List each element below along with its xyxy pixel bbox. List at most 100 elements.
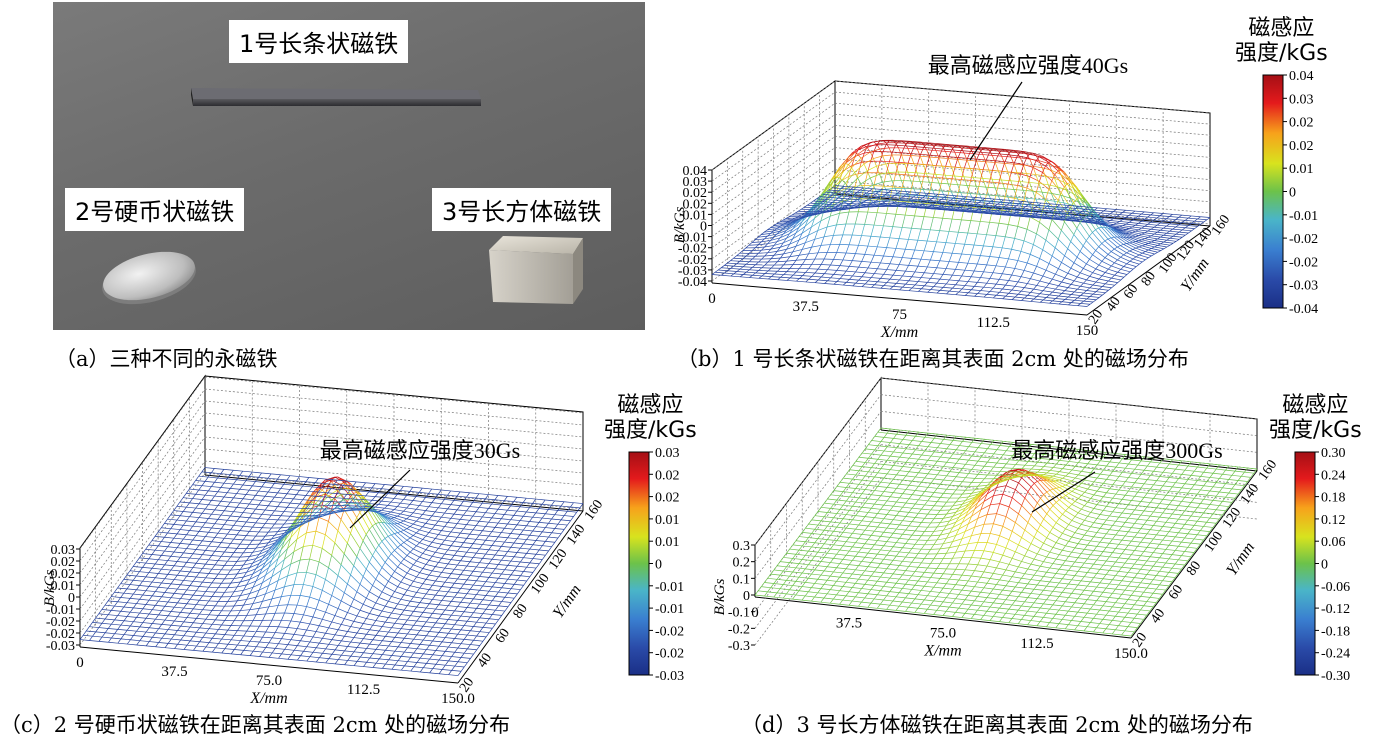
z-tick-c-0: 0.03 <box>51 543 76 558</box>
z-tick-b-6: -0.01 <box>678 231 707 246</box>
x-tick-d-3: 112.5 <box>1020 636 1053 652</box>
surface-mesh-c <box>79 467 584 676</box>
x-label-d: X/mm <box>923 643 961 660</box>
colorbar-tick-c-5: 0 <box>655 558 662 573</box>
z-tick-d-3: 0 <box>743 589 750 604</box>
x-tick-d-0: 0 <box>751 605 759 621</box>
annotation-c: 最高磁感应强度30Gs <box>320 438 520 463</box>
y-tick-c-7: 160 <box>582 497 606 523</box>
z-tick-b-4: 0.01 <box>683 208 708 223</box>
z-tick-b-9: -0.03 <box>678 264 707 279</box>
x-tick-b-1: 37.5 <box>793 299 819 315</box>
y-label-d: Y/mm <box>1223 539 1258 579</box>
z-tick-d-6: -0.3 <box>728 639 750 654</box>
colorbar-b <box>1262 74 1284 309</box>
colorbar-tick-c-0: 0.03 <box>655 446 680 461</box>
photo-label-2: 2号硬币状磁铁 <box>65 188 245 231</box>
coin-magnet <box>102 251 196 305</box>
x-tick-d-1: 37.5 <box>836 615 862 631</box>
x-tick-b-2: 75 <box>892 307 907 323</box>
z-tick-d-1: 0.2 <box>733 556 751 571</box>
grid-b <box>711 80 1211 282</box>
caption-c: （c）2 号硬币状磁铁在距离其表面 2cm 处的磁场分布 <box>0 713 511 737</box>
colorbar-tick-b-4: 0.01 <box>1289 162 1314 177</box>
colorbar-tick-d-9: -0.24 <box>1321 647 1350 662</box>
z-tick-b-10: -0.04 <box>678 275 707 290</box>
photo-label-3: 3号长方体磁铁 <box>432 188 612 231</box>
caption-d: （d）3 号长方体磁铁在距离其表面 2cm 处的磁场分布 <box>741 713 1253 737</box>
annotation-d: 最高磁感应强度300Gs <box>1011 438 1222 463</box>
z-tick-d-0: 0.3 <box>733 539 751 554</box>
y-tick-c-1: 40 <box>475 651 495 671</box>
z-tick-c-6: -0.02 <box>46 615 75 630</box>
z-tick-c-7: -0.02 <box>46 627 75 642</box>
annotation-leader-d <box>1031 471 1096 513</box>
z-label-b: B/kGs <box>672 207 688 244</box>
z-label-d: B/kGs <box>712 579 728 616</box>
y-tick-b-3: 80 <box>1139 269 1159 289</box>
z-tick-d-5: -0.2 <box>728 622 750 637</box>
colorbar-tick-c-8: -0.02 <box>655 624 684 639</box>
y-tick-c-3: 80 <box>511 602 531 622</box>
surface-chart-c: 0.030.020.020.010-0.01-0.02-0.02-0.03037… <box>42 374 684 707</box>
z-tick-c-4: 0 <box>68 591 75 606</box>
caption-b: （b）1 号长条状磁铁在距离其表面 2cm 处的磁场分布 <box>677 347 1189 371</box>
z-tick-c-8: -0.03 <box>46 639 75 654</box>
x-label-c: X/mm <box>249 690 287 707</box>
x-tick-c-2: 75.0 <box>256 673 282 689</box>
x-label-b: X/mm <box>880 324 918 341</box>
z-tick-d-4: -0.1 <box>728 606 750 621</box>
caption-a: （a）三种不同的永磁铁 <box>55 347 278 371</box>
z-tick-c-1: 0.02 <box>51 555 76 570</box>
colorbar-tick-b-5: 0 <box>1289 186 1296 201</box>
colorbar-tick-c-4: 0.01 <box>655 535 680 550</box>
z-tick-b-5: 0 <box>700 220 707 235</box>
colorbar-tick-b-0: 0.04 <box>1289 69 1314 84</box>
colorbar-tick-d-6: -0.06 <box>1321 580 1350 595</box>
surface-chart-b: 0.040.030.020.020.010-0.01-0.02-0.02-0.0… <box>672 53 1318 341</box>
z-tick-b-0: 0.04 <box>683 164 708 179</box>
annotation-leader-c <box>349 469 411 529</box>
bar-magnet <box>191 88 481 106</box>
colorbar-tick-b-8: -0.02 <box>1289 255 1318 270</box>
colorbar-tick-c-2: 0.02 <box>655 491 680 506</box>
colorbar-tick-c-7: -0.01 <box>655 602 684 617</box>
x-tick-b-4: 150 <box>1076 323 1099 339</box>
magnet-photo: 1号长条状磁铁 2号硬币状磁铁 3号长方体磁铁 <box>53 2 645 330</box>
colorbar-tick-c-10: -0.03 <box>655 669 684 684</box>
y-tick-c-2: 60 <box>493 626 513 646</box>
grid-c <box>79 376 584 646</box>
z-tick-c-5: -0.01 <box>46 603 75 618</box>
colorbar-tick-b-3: 0.02 <box>1289 139 1314 154</box>
surface-mesh-b <box>711 139 1211 307</box>
y-tick-b-2: 60 <box>1121 282 1141 302</box>
colorbar-tick-d-10: -0.30 <box>1321 669 1350 684</box>
y-tick-d-4: 100 <box>1202 529 1226 555</box>
x-tick-d-4: 150.0 <box>1114 646 1148 662</box>
colorbar-tick-d-8: -0.18 <box>1321 624 1350 639</box>
annotation-leader-b <box>969 81 1023 161</box>
colorbar-tick-d-5: 0 <box>1321 558 1328 573</box>
z-tick-b-2: 0.02 <box>683 186 708 201</box>
magnet-photo-drawing <box>102 88 583 305</box>
surface-mesh-d <box>754 427 1258 637</box>
colorbar-tick-d-4: 0.06 <box>1321 535 1346 550</box>
colorbar-title-c: 磁感应 强度/kGs <box>604 393 697 443</box>
annotation-b: 最高磁感应强度40Gs <box>928 53 1128 78</box>
z-label-c: B/kGs <box>42 570 58 607</box>
x-tick-c-0: 0 <box>76 655 84 671</box>
colorbar-tick-d-2: 0.18 <box>1321 491 1346 506</box>
z-tick-c-2: 0.02 <box>51 567 76 582</box>
colorbar-title-b: 磁感应 强度/kGs <box>1235 16 1328 66</box>
colorbar-c <box>628 451 650 676</box>
colorbar-tick-b-10: -0.04 <box>1289 302 1318 317</box>
z-tick-b-3: 0.02 <box>683 197 708 212</box>
colorbar-tick-b-1: 0.03 <box>1289 92 1314 107</box>
x-tick-b-0: 0 <box>708 291 716 307</box>
z-tick-b-8: -0.02 <box>678 253 707 268</box>
colorbar-tick-b-7: -0.02 <box>1289 232 1318 247</box>
colorbar-tick-c-3: 0.01 <box>655 513 680 528</box>
surface-chart-d: 0.30.20.10-0.1-0.2-0.3037.575.0112.5150.… <box>712 376 1350 684</box>
y-tick-c-6: 140 <box>564 522 588 548</box>
